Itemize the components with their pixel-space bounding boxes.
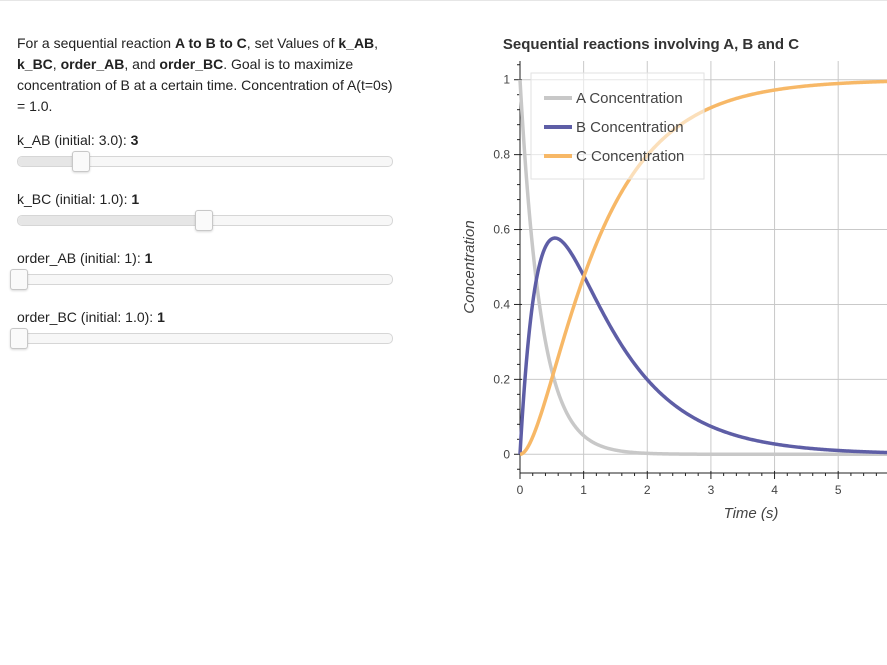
chart-title: Sequential reactions involving A, B and … [503,36,799,53]
slider-value: 3 [130,132,139,148]
y-axis-label: Concentration [461,220,478,313]
top-divider [0,0,887,1]
series-line-a [518,79,887,457]
slider-order-ab: order_AB (initial: 1): 1 [10,250,393,290]
slider-fill [18,157,80,166]
series-line-c [519,79,887,457]
slider-handle[interactable] [195,210,214,231]
slider-k-bc: k_BC (initial: 1.0): 1 [17,191,393,231]
slider-label: order_AB (initial: 1): 1 [17,250,153,266]
y-tick-label: 1 [503,73,510,87]
slider-value: 1 [144,250,153,266]
slider-value: 1 [157,309,165,325]
legend-label: A Concentration [576,90,683,107]
legend-label: B Concentration [576,119,684,136]
y-tick-label: 0.2 [493,372,510,386]
slider-fill [18,216,204,225]
x-axis-label: Time (s) [724,505,779,522]
description-text: For a sequential reaction A to B to C, s… [17,35,393,114]
x-tick-label: 2 [644,483,651,497]
slider-handle[interactable] [71,151,90,172]
x-tick-label: 3 [708,483,715,497]
chart-svg: Sequential reactions involving A, B and … [461,36,887,522]
slider-handle[interactable] [10,328,28,349]
x-tick-label: 1 [580,483,587,497]
series-line-b [518,236,887,455]
slider-handle[interactable] [10,269,28,290]
y-tick-label: 0.4 [493,297,510,311]
concentration-chart: Sequential reactions involving A, B and … [440,24,887,524]
slider-k-ab: k_AB (initial: 3.0): 3 [17,132,393,172]
slider-track[interactable] [17,210,393,231]
controls-panel: For a sequential reaction A to B to C, s… [10,33,397,349]
slider-track[interactable] [17,151,393,172]
y-tick-label: 0 [503,447,510,461]
legend-label: C Concentration [576,148,684,165]
slider-label: k_AB (initial: 3.0): 3 [17,132,139,148]
y-tick-label: 0.8 [493,148,510,162]
x-tick-label: 5 [835,483,842,497]
slider-order-bc: order_BC (initial: 1.0): 1 [10,309,393,349]
x-tick-label: 4 [771,483,778,497]
slider-track[interactable] [10,269,393,290]
x-tick-label: 0 [517,483,524,497]
slider-label: order_BC (initial: 1.0): 1 [17,309,165,325]
slider-value: 1 [131,191,140,207]
slider-label: k_BC (initial: 1.0): 1 [17,191,140,207]
slider-track[interactable] [10,328,393,349]
y-tick-label: 0.6 [493,223,510,237]
